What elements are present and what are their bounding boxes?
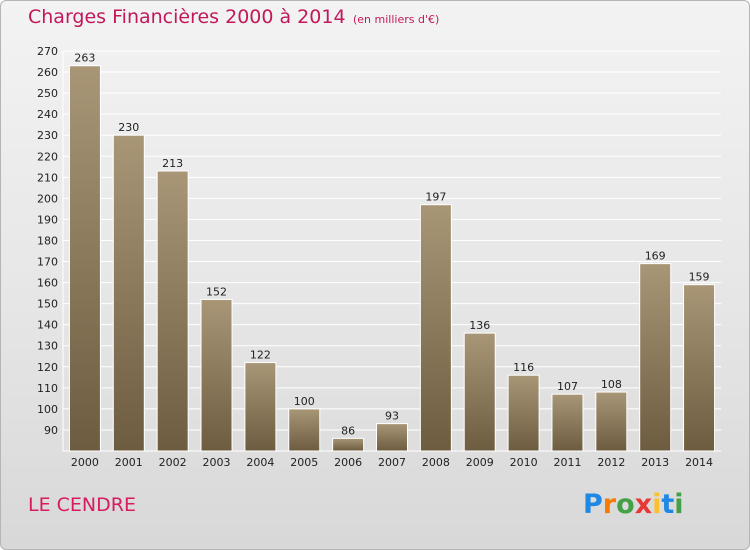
value-label-2008: 197	[425, 191, 446, 204]
bar-2013	[639, 263, 672, 452]
bar-2006	[332, 437, 365, 452]
x-tick-label-2004: 2004	[246, 456, 274, 469]
x-tick-label-2010: 2010	[510, 456, 538, 469]
bar-2012	[595, 391, 628, 452]
x-tick-label-2005: 2005	[290, 456, 318, 469]
value-label-2007: 93	[385, 410, 399, 423]
value-label-2010: 116	[513, 361, 534, 374]
y-tick-label: 130	[37, 340, 58, 353]
bar-2008	[419, 204, 452, 452]
x-tick-label-2001: 2001	[115, 456, 143, 469]
bar-2014	[683, 284, 716, 452]
y-tick-label: 210	[37, 171, 58, 184]
y-tick-label: 250	[37, 87, 58, 100]
bar-2010	[507, 374, 540, 452]
x-tick-label-2002: 2002	[159, 456, 187, 469]
y-tick-label: 140	[37, 319, 58, 332]
y-tick-label: 150	[37, 298, 58, 311]
y-tick-label: 120	[37, 361, 58, 374]
chart-subtitle: (en milliers d'€)	[353, 13, 440, 26]
x-tick-label-2000: 2000	[71, 456, 99, 469]
bar-2007	[376, 423, 408, 452]
x-tick-label-2007: 2007	[378, 456, 406, 469]
y-tick-label: 160	[37, 277, 58, 290]
y-tick-label: 190	[37, 213, 58, 226]
y-tick-label: 230	[37, 129, 58, 142]
value-label-2013: 169	[645, 250, 666, 263]
value-label-2002: 213	[162, 157, 183, 170]
proxiti-logo: Proxiti	[583, 489, 684, 520]
x-tick-label-2006: 2006	[334, 456, 362, 469]
x-tick-label-2009: 2009	[466, 456, 494, 469]
bar-2011	[551, 393, 584, 452]
x-tick-label-2008: 2008	[422, 456, 450, 469]
y-tick-label: 90	[44, 424, 58, 437]
x-tick-label-2003: 2003	[203, 456, 231, 469]
value-label-2014: 159	[689, 271, 710, 284]
x-tick-label-2013: 2013	[641, 456, 669, 469]
y-tick-label: 170	[37, 256, 58, 269]
y-tick-label: 110	[37, 382, 58, 395]
value-label-2011: 107	[557, 380, 578, 393]
bar-2001	[112, 134, 145, 452]
value-label-2005: 100	[294, 395, 315, 408]
bar-2003	[200, 298, 233, 452]
x-tick-label-2011: 2011	[553, 456, 581, 469]
value-label-2006: 86	[341, 424, 355, 437]
x-tick-label-2014: 2014	[685, 456, 713, 469]
value-label-2012: 108	[601, 378, 622, 391]
bar-2002	[156, 170, 189, 452]
chart-title: Charges Financières 2000 à 2014	[28, 6, 346, 28]
y-tick-label: 270	[37, 45, 58, 58]
y-tick-label: 240	[37, 108, 58, 121]
bar-2004	[244, 362, 277, 452]
bar-2009	[463, 332, 496, 452]
y-tick-label: 180	[37, 234, 58, 247]
bar-2005	[288, 408, 321, 452]
y-tick-label: 100	[37, 403, 58, 416]
y-tick-label: 200	[37, 192, 58, 205]
bar-2000	[68, 65, 101, 452]
y-tick-label: 220	[37, 150, 58, 163]
value-label-2009: 136	[469, 319, 490, 332]
value-label-2000: 263	[74, 52, 95, 65]
y-tick-label: 260	[37, 66, 58, 79]
value-label-2001: 230	[118, 121, 139, 134]
x-tick-label-2012: 2012	[597, 456, 625, 469]
value-label-2004: 122	[250, 349, 271, 362]
commune-name: LE CENDRE	[28, 494, 136, 516]
value-label-2003: 152	[206, 285, 227, 298]
